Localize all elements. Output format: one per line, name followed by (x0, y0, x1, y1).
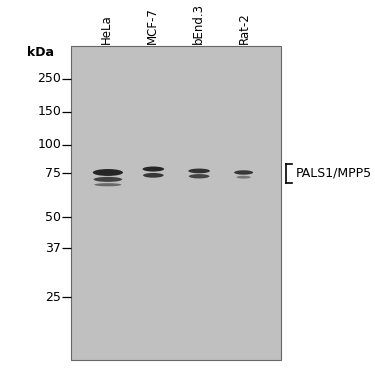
Ellipse shape (94, 177, 122, 182)
Text: kDa: kDa (27, 46, 54, 59)
Ellipse shape (188, 168, 210, 173)
Text: bEnd.3: bEnd.3 (192, 3, 205, 44)
Text: 75: 75 (45, 166, 61, 180)
Ellipse shape (143, 173, 164, 178)
Text: HeLa: HeLa (100, 15, 113, 44)
Text: PALS1/MPP5: PALS1/MPP5 (296, 166, 372, 180)
Ellipse shape (93, 169, 123, 176)
Text: MCF-7: MCF-7 (146, 8, 159, 44)
Bar (71, 46, 281, 360)
Ellipse shape (94, 183, 122, 186)
Ellipse shape (189, 174, 210, 178)
Text: 150: 150 (37, 105, 61, 118)
Text: 25: 25 (45, 291, 61, 304)
Text: Rat-2: Rat-2 (238, 12, 251, 44)
Text: 50: 50 (45, 211, 61, 224)
Ellipse shape (237, 176, 251, 178)
Text: 250: 250 (37, 72, 61, 86)
Ellipse shape (142, 166, 164, 171)
Ellipse shape (234, 170, 253, 175)
Text: 37: 37 (45, 242, 61, 255)
Text: 100: 100 (37, 138, 61, 152)
